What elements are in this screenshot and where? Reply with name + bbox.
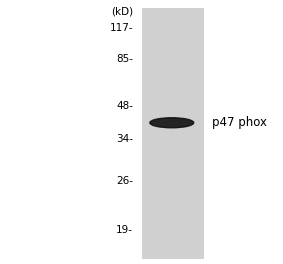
Text: 117-: 117-: [110, 23, 133, 33]
Text: 48-: 48-: [116, 101, 133, 111]
Text: 34-: 34-: [116, 134, 133, 144]
Ellipse shape: [150, 118, 194, 128]
Text: p47 phox: p47 phox: [212, 116, 267, 129]
Text: 26-: 26-: [116, 176, 133, 186]
Text: 85-: 85-: [116, 54, 133, 64]
Bar: [142, 8, 204, 259]
Text: 19-: 19-: [116, 225, 133, 235]
Text: (kD): (kD): [111, 7, 133, 17]
